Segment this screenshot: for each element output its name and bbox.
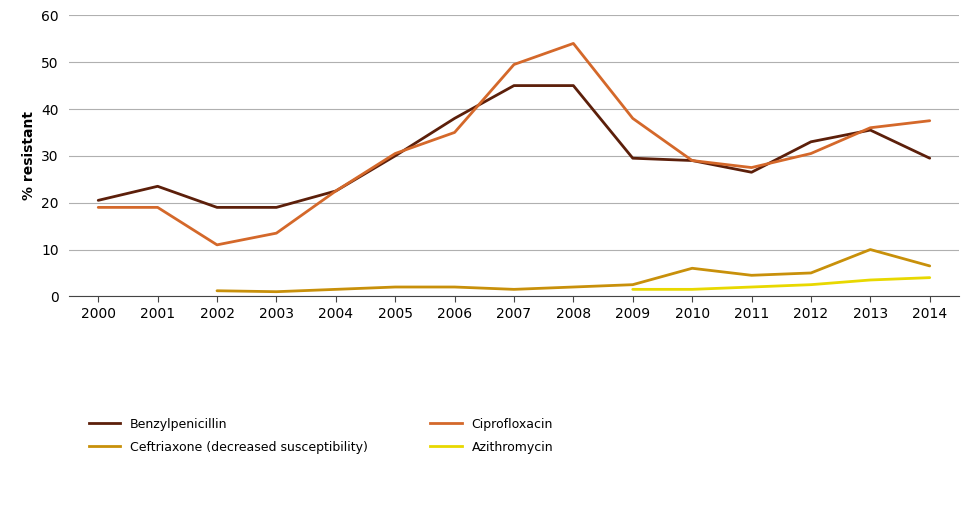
Benzylpenicillin — [389, 153, 401, 159]
Ciprofloxacin — [686, 157, 697, 164]
Ceftriaxone (decreased susceptibility) — [626, 282, 638, 288]
Benzylpenicillin — [686, 157, 697, 164]
Benzylpenicillin — [92, 197, 104, 203]
Line: Ceftriaxone (decreased susceptibility): Ceftriaxone (decreased susceptibility) — [217, 249, 929, 292]
Ciprofloxacin — [745, 165, 757, 171]
Ciprofloxacin — [211, 242, 223, 248]
Ceftriaxone (decreased susceptibility) — [508, 286, 519, 292]
Line: Azithromycin: Azithromycin — [632, 277, 929, 289]
Azithromycin — [745, 284, 757, 290]
Ciprofloxacin — [152, 204, 163, 211]
Ciprofloxacin — [270, 230, 282, 236]
Ciprofloxacin — [804, 150, 816, 156]
Ceftriaxone (decreased susceptibility) — [864, 246, 875, 252]
Ciprofloxacin — [448, 129, 460, 135]
Ceftriaxone (decreased susceptibility) — [923, 263, 935, 269]
Ciprofloxacin — [389, 150, 401, 156]
Ciprofloxacin — [626, 115, 638, 122]
Ceftriaxone (decreased susceptibility) — [211, 288, 223, 294]
Ciprofloxacin — [864, 125, 875, 131]
Azithromycin — [626, 286, 638, 292]
Legend: Benzylpenicillin, Ceftriaxone (decreased susceptibility), Ciprofloxacin, Azithro: Benzylpenicillin, Ceftriaxone (decreased… — [83, 413, 557, 459]
Benzylpenicillin — [626, 155, 638, 161]
Ceftriaxone (decreased susceptibility) — [389, 284, 401, 290]
Line: Benzylpenicillin: Benzylpenicillin — [98, 85, 929, 207]
Ceftriaxone (decreased susceptibility) — [804, 270, 816, 276]
Ciprofloxacin — [92, 204, 104, 211]
Y-axis label: % resistant: % resistant — [22, 111, 35, 200]
Benzylpenicillin — [270, 204, 282, 211]
Benzylpenicillin — [448, 115, 460, 122]
Ceftriaxone (decreased susceptibility) — [330, 286, 341, 292]
Ceftriaxone (decreased susceptibility) — [745, 272, 757, 278]
Benzylpenicillin — [567, 82, 579, 89]
Benzylpenicillin — [152, 183, 163, 190]
Azithromycin — [864, 277, 875, 283]
Azithromycin — [804, 282, 816, 288]
Ciprofloxacin — [330, 188, 341, 194]
Azithromycin — [923, 274, 935, 281]
Benzylpenicillin — [330, 188, 341, 194]
Ciprofloxacin — [923, 118, 935, 124]
Ciprofloxacin — [508, 61, 519, 67]
Ciprofloxacin — [567, 40, 579, 47]
Benzylpenicillin — [864, 127, 875, 133]
Benzylpenicillin — [211, 204, 223, 211]
Ceftriaxone (decreased susceptibility) — [270, 289, 282, 295]
Ceftriaxone (decreased susceptibility) — [448, 284, 460, 290]
Azithromycin — [686, 286, 697, 292]
Ceftriaxone (decreased susceptibility) — [686, 265, 697, 271]
Benzylpenicillin — [923, 155, 935, 161]
Benzylpenicillin — [508, 82, 519, 89]
Benzylpenicillin — [804, 139, 816, 145]
Ceftriaxone (decreased susceptibility) — [567, 284, 579, 290]
Benzylpenicillin — [745, 169, 757, 175]
Line: Ciprofloxacin: Ciprofloxacin — [98, 43, 929, 245]
